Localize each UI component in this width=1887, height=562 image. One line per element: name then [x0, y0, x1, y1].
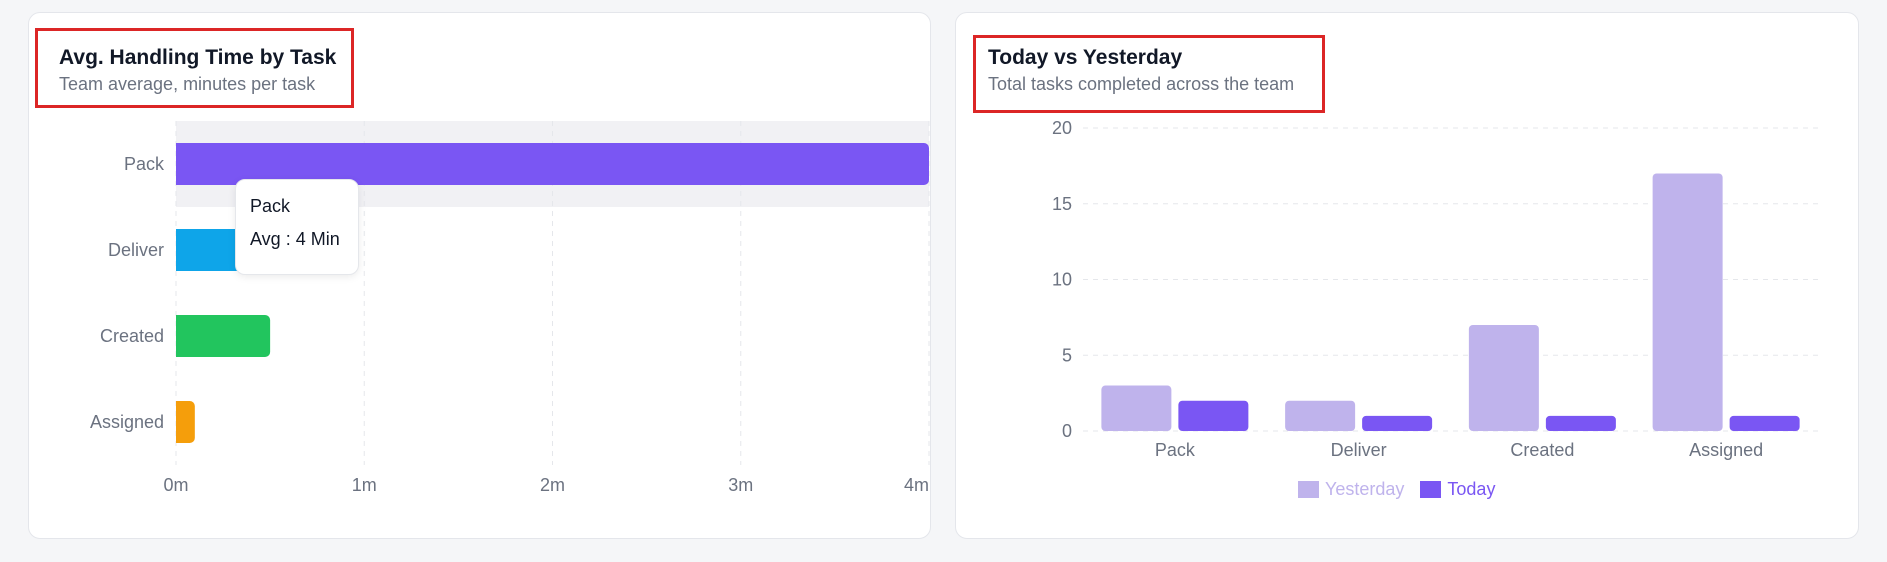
legend-label: Today	[1447, 479, 1496, 499]
bar-pack-base	[176, 143, 182, 185]
legend-swatch	[1420, 481, 1442, 498]
bar-pack	[176, 143, 929, 185]
x-tick-label: Pack	[1155, 440, 1196, 460]
bar-assigned-base	[176, 401, 182, 443]
legend-item-today[interactable]: Today	[1420, 479, 1495, 500]
bar-today-pack	[1178, 400, 1249, 431]
x-tick-label: 4m	[904, 475, 929, 495]
bar-tooltip: Pack Avg : 4 Min	[235, 179, 359, 275]
y-tick-label: 10	[1052, 270, 1072, 290]
category-label: Deliver	[108, 240, 164, 260]
category-label: Assigned	[90, 412, 164, 432]
handling-time-chart[interactable]: Pack Deliver Created Assigned 0m 1m 2m 3m 4m	[29, 13, 932, 540]
y-tick-label: 5	[1062, 345, 1072, 365]
x-tick-label: Created	[1510, 440, 1574, 460]
category-label: Created	[100, 326, 164, 346]
chart-legend: Yesterday Today	[1298, 479, 1511, 500]
bar-created	[176, 315, 271, 357]
chart-subtitle: Team average, minutes per task	[59, 74, 316, 94]
bar-today-assigned	[1729, 415, 1800, 431]
legend-item-yesterday[interactable]: Yesterday	[1298, 479, 1404, 500]
x-tick-label: 0m	[163, 475, 188, 495]
bar-yesterday-pack	[1101, 385, 1172, 431]
avg-handling-time-card: Avg. Handling Time by Task Team average,…	[28, 12, 931, 539]
legend-label: Yesterday	[1325, 479, 1405, 499]
y-tick-label: 20	[1052, 118, 1072, 138]
today-vs-yesterday-card: Today vs Yesterday Total tasks completed…	[955, 12, 1859, 539]
bar-deliver	[176, 229, 252, 271]
legend-swatch	[1298, 481, 1319, 498]
x-tick-label: 3m	[728, 475, 753, 495]
tooltip-value: Avg : 4 Min	[250, 229, 340, 249]
bar-yesterday-assigned	[1652, 173, 1723, 431]
tooltip-title: Pack	[250, 196, 291, 216]
x-tick-label: 1m	[352, 475, 377, 495]
x-tick-label: Deliver	[1331, 440, 1387, 460]
category-label: Pack	[124, 154, 165, 174]
bar-today-deliver	[1362, 415, 1433, 431]
bar-created-base	[176, 315, 182, 357]
bar-yesterday-deliver	[1285, 400, 1356, 431]
x-tick-label: 2m	[540, 475, 565, 495]
title-highlight-box	[35, 28, 354, 108]
chart-title: Avg. Handling Time by Task	[59, 46, 337, 69]
chart-subtitle: Total tasks completed across the team	[988, 74, 1295, 94]
chart-title: Today vs Yesterday	[988, 46, 1183, 69]
today-vs-yesterday-chart[interactable]: 0 5 10 15 20 Pack Deliver Created Assigned	[956, 13, 1860, 540]
y-tick-label: 0	[1062, 421, 1072, 441]
bar-yesterday-created	[1468, 324, 1539, 431]
bar-today-created	[1545, 415, 1616, 431]
bar-deliver-base	[176, 229, 182, 271]
x-tick-label: Assigned	[1689, 440, 1763, 460]
title-highlight-box	[973, 35, 1325, 113]
y-tick-label: 15	[1052, 194, 1072, 214]
